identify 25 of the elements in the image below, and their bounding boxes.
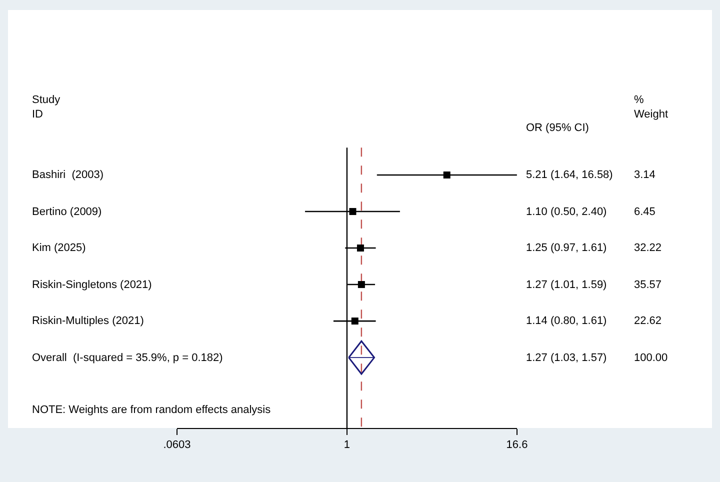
text: 22.62 — [634, 315, 662, 327]
text: 32.22 — [634, 242, 662, 254]
text: NOTE: Weights are from random effects analysis — [32, 404, 272, 416]
text: 1.10 (0.50, 2.40) — [526, 206, 607, 218]
text: 5.21 (1.64, 16.58) — [526, 169, 613, 181]
text: OR (95% CI) — [526, 122, 589, 134]
text: Study ID — [32, 94, 61, 120]
text: 35.57 — [634, 279, 662, 291]
text: 1.25 (0.97, 1.61) — [526, 242, 607, 254]
y-tick-label: Riskin-Multiples (2021) — [32, 315, 144, 327]
y-tick-label: Bertino (2009) — [32, 206, 102, 218]
y-tick-label: Riskin-Singletons (2021) — [32, 279, 152, 291]
text: 100.00 — [634, 352, 668, 364]
text: % Weight — [634, 94, 668, 120]
text: 3.14 — [634, 169, 656, 181]
text: 1.14 (0.80, 1.61) — [526, 315, 607, 327]
text: 1.27 (1.01, 1.59) — [526, 279, 607, 291]
text: 6.45 — [634, 206, 656, 218]
y-tick-label: Overall (I-squared = 35.9%, p = 0.182) — [32, 352, 223, 364]
y-tick-label: Bashiri (2003) — [32, 169, 104, 181]
y-tick-label: Kim (2025) — [32, 242, 86, 254]
x-tick-label: .0603 — [163, 439, 191, 452]
text: 1.27 (1.03, 1.57) — [526, 352, 607, 364]
x-tick-label: 16.6 — [506, 439, 528, 452]
x-tick-label: 1 — [344, 439, 350, 452]
